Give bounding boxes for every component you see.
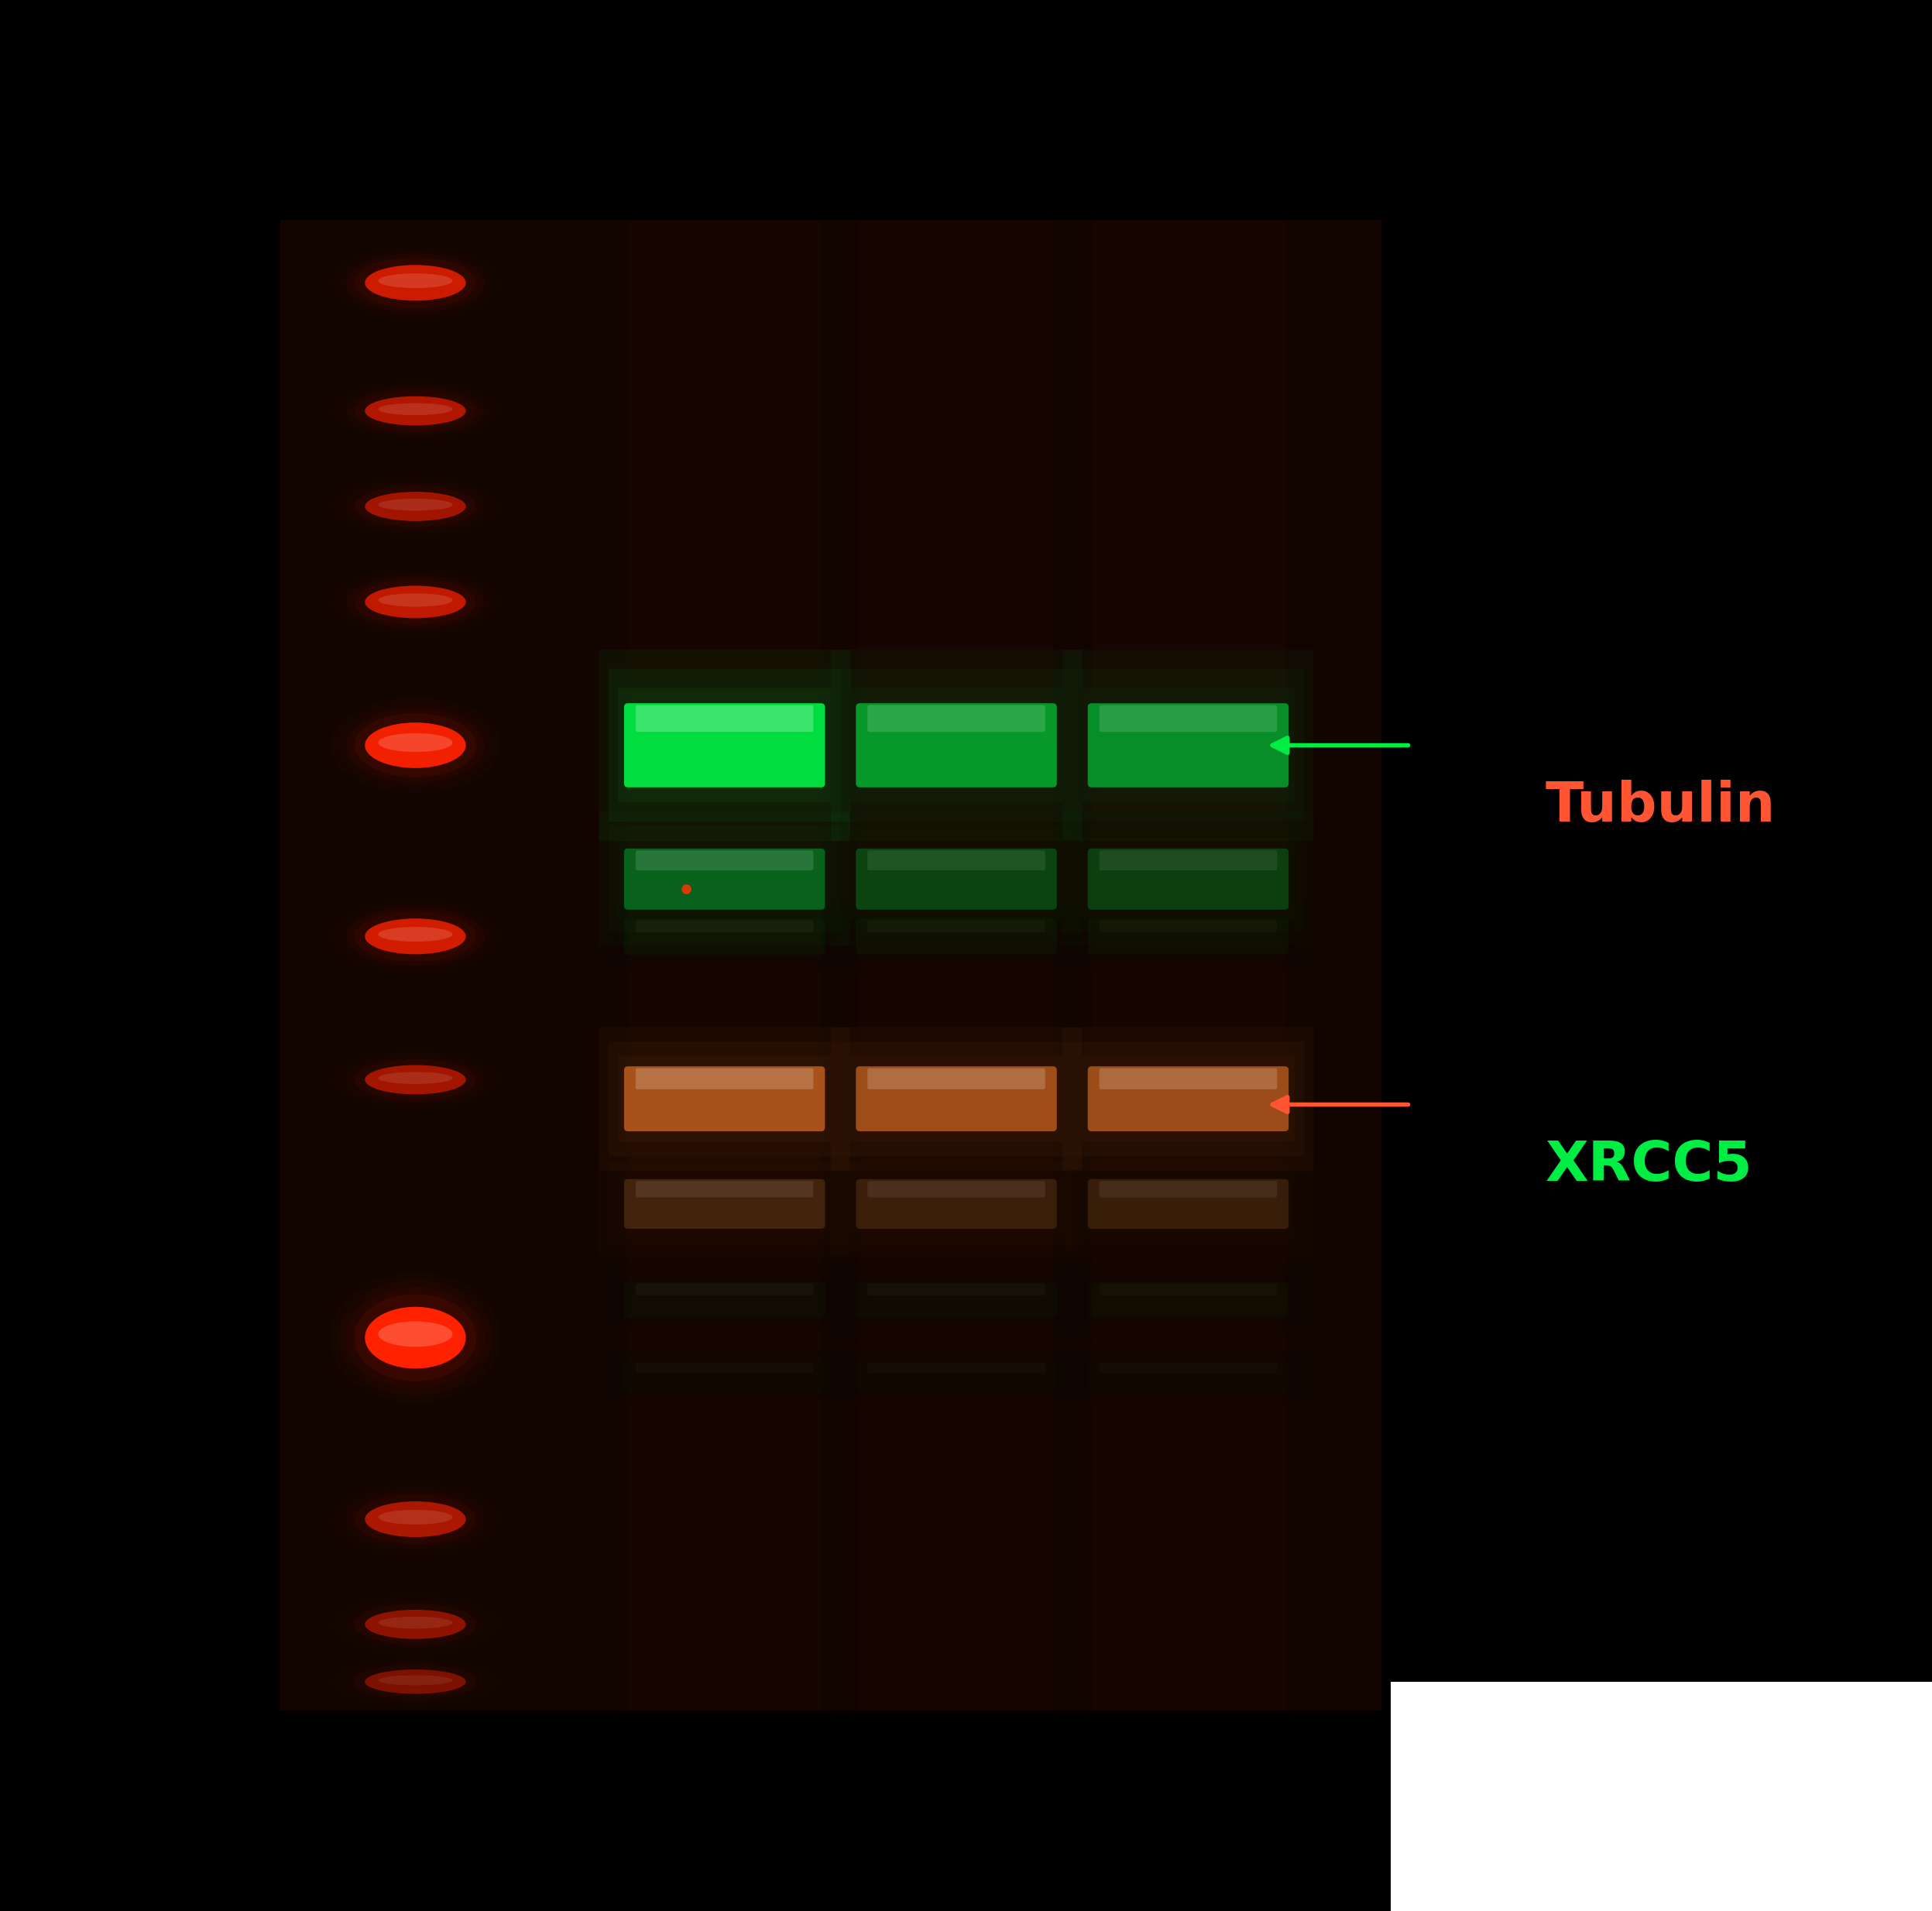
FancyBboxPatch shape — [867, 1068, 1045, 1089]
FancyBboxPatch shape — [599, 650, 850, 841]
Bar — [280, 220, 1381, 1710]
Ellipse shape — [379, 1676, 452, 1686]
Ellipse shape — [365, 585, 466, 619]
Bar — [1391, 1682, 1932, 1911]
FancyBboxPatch shape — [856, 703, 1057, 787]
FancyBboxPatch shape — [1099, 1181, 1277, 1198]
FancyBboxPatch shape — [1088, 1361, 1289, 1391]
FancyBboxPatch shape — [856, 1282, 1057, 1319]
Ellipse shape — [379, 1510, 452, 1525]
Ellipse shape — [365, 1609, 466, 1640]
FancyBboxPatch shape — [636, 1181, 813, 1198]
Ellipse shape — [365, 266, 466, 300]
FancyBboxPatch shape — [1099, 850, 1277, 870]
Ellipse shape — [365, 396, 466, 426]
FancyBboxPatch shape — [856, 848, 1057, 910]
Ellipse shape — [379, 273, 452, 289]
FancyBboxPatch shape — [636, 1068, 813, 1089]
FancyBboxPatch shape — [624, 1179, 825, 1229]
Text: Tubulin: Tubulin — [1546, 780, 1776, 833]
Ellipse shape — [379, 594, 452, 608]
FancyBboxPatch shape — [624, 1066, 825, 1131]
Bar — [860, 220, 1053, 1710]
Ellipse shape — [365, 919, 466, 954]
Bar — [1092, 220, 1285, 1710]
Text: XRCC5: XRCC5 — [1546, 1139, 1752, 1192]
FancyBboxPatch shape — [636, 705, 813, 732]
Ellipse shape — [354, 713, 477, 778]
FancyBboxPatch shape — [618, 688, 831, 803]
FancyBboxPatch shape — [1099, 1068, 1277, 1089]
FancyBboxPatch shape — [856, 1361, 1057, 1391]
FancyBboxPatch shape — [867, 850, 1045, 870]
FancyBboxPatch shape — [1088, 919, 1289, 956]
FancyBboxPatch shape — [1088, 848, 1289, 910]
FancyBboxPatch shape — [609, 669, 840, 822]
FancyBboxPatch shape — [867, 1181, 1045, 1198]
FancyBboxPatch shape — [624, 1361, 825, 1391]
FancyBboxPatch shape — [856, 1179, 1057, 1229]
Ellipse shape — [365, 1502, 466, 1536]
Ellipse shape — [354, 579, 477, 625]
Ellipse shape — [379, 1617, 452, 1628]
FancyBboxPatch shape — [624, 1282, 825, 1319]
FancyBboxPatch shape — [624, 919, 825, 956]
FancyBboxPatch shape — [1088, 1282, 1289, 1319]
Ellipse shape — [365, 1307, 466, 1368]
Ellipse shape — [379, 1321, 452, 1347]
FancyBboxPatch shape — [636, 850, 813, 870]
Bar — [628, 220, 821, 1710]
Ellipse shape — [354, 390, 477, 432]
Ellipse shape — [365, 1670, 466, 1693]
FancyBboxPatch shape — [856, 919, 1057, 956]
Ellipse shape — [365, 1064, 466, 1095]
FancyBboxPatch shape — [867, 705, 1045, 732]
Ellipse shape — [365, 722, 466, 768]
Ellipse shape — [354, 258, 477, 308]
Ellipse shape — [379, 927, 452, 942]
Ellipse shape — [379, 1072, 452, 1084]
Ellipse shape — [354, 1294, 477, 1382]
FancyBboxPatch shape — [1088, 1179, 1289, 1229]
Ellipse shape — [379, 734, 452, 753]
FancyBboxPatch shape — [1099, 705, 1277, 732]
Ellipse shape — [354, 912, 477, 961]
FancyBboxPatch shape — [1088, 703, 1289, 787]
FancyBboxPatch shape — [856, 1066, 1057, 1131]
Ellipse shape — [365, 491, 466, 522]
FancyBboxPatch shape — [624, 703, 825, 787]
Ellipse shape — [379, 403, 452, 415]
Ellipse shape — [379, 499, 452, 510]
FancyBboxPatch shape — [1088, 1066, 1289, 1131]
FancyBboxPatch shape — [624, 848, 825, 910]
